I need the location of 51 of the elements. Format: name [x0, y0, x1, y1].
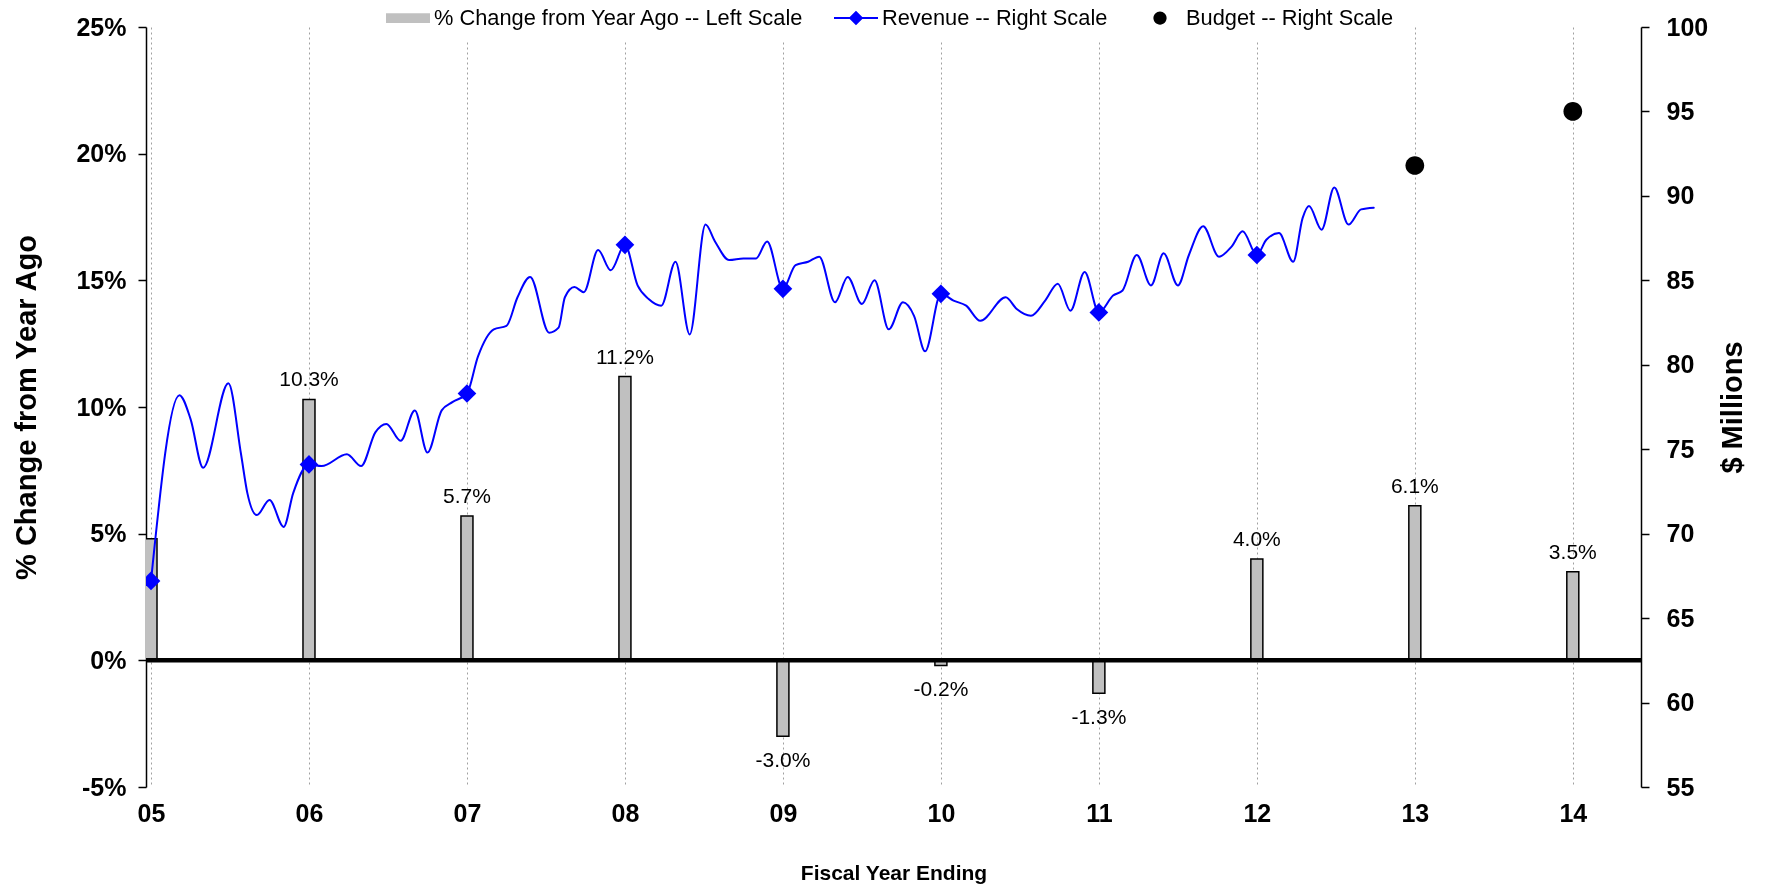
y-tick-label: -5% — [82, 772, 127, 801]
point — [773, 279, 793, 299]
point — [1247, 245, 1267, 265]
y2-tick-label: 100 — [1666, 12, 1709, 41]
legend-label: Revenue -- Right Scale — [882, 5, 1108, 31]
x-axis-title: Fiscal Year Ending — [800, 860, 988, 884]
y-tick-label: 20% — [76, 139, 127, 168]
data-label: 3.5% — [1548, 539, 1597, 563]
data-label: -3.0% — [755, 748, 811, 772]
point — [299, 455, 319, 474]
data-label: 6.1% — [1390, 473, 1439, 497]
y-tick-label: 10% — [76, 392, 127, 421]
y2-tick-label: 85 — [1666, 265, 1695, 294]
x-tick-label: 10 — [927, 798, 956, 827]
point — [615, 235, 635, 255]
point — [1563, 102, 1583, 121]
point — [1089, 303, 1109, 322]
legend-label: % Change from Year Ago -- Left Scale — [434, 5, 803, 31]
x-tick-label: 12 — [1243, 798, 1272, 827]
x-tick-label: 05 — [137, 798, 166, 827]
data-label: -1.3% — [1071, 705, 1127, 729]
y2-tick-label: 75 — [1666, 434, 1695, 463]
data-label: -0.2% — [913, 677, 969, 701]
x-tick-label: 11 — [1086, 798, 1113, 827]
y-tick-label: 25% — [76, 12, 127, 41]
point — [931, 284, 951, 304]
x-tick-label: 08 — [611, 798, 640, 827]
point — [1405, 156, 1425, 175]
y2-tick-label: 55 — [1666, 772, 1695, 801]
data-label: 5.7% — [443, 483, 491, 507]
legend-label: Budget -- Right Scale — [1186, 5, 1394, 31]
x-tick-label: 06 — [295, 798, 324, 827]
y2-tick-label: 90 — [1666, 181, 1695, 210]
y-tick-label: 5% — [90, 519, 127, 548]
data-label: 4.0% — [1232, 527, 1281, 550]
y2-tick-label: 60 — [1666, 688, 1695, 717]
x-tick-label: 13 — [1401, 798, 1430, 827]
y-tick-label: 0% — [90, 645, 127, 674]
y2-tick-label: 95 — [1666, 96, 1695, 125]
x-tick-label: 09 — [769, 798, 798, 827]
y-axis-title: % Change from Year Ago — [10, 235, 43, 580]
y2-tick-label: 65 — [1666, 603, 1695, 632]
data-label: 10.3% — [279, 367, 339, 391]
x-tick-label: 14 — [1559, 798, 1588, 827]
y-tick-label: 15% — [76, 265, 127, 294]
x-tick-label: 07 — [453, 798, 482, 827]
data-label: 11.2% — [595, 344, 654, 368]
point — [457, 384, 477, 403]
y2-tick-label: 70 — [1666, 519, 1695, 548]
y2-tick-label: 80 — [1666, 350, 1695, 379]
y2-axis-title: $ Millions — [1715, 341, 1748, 474]
